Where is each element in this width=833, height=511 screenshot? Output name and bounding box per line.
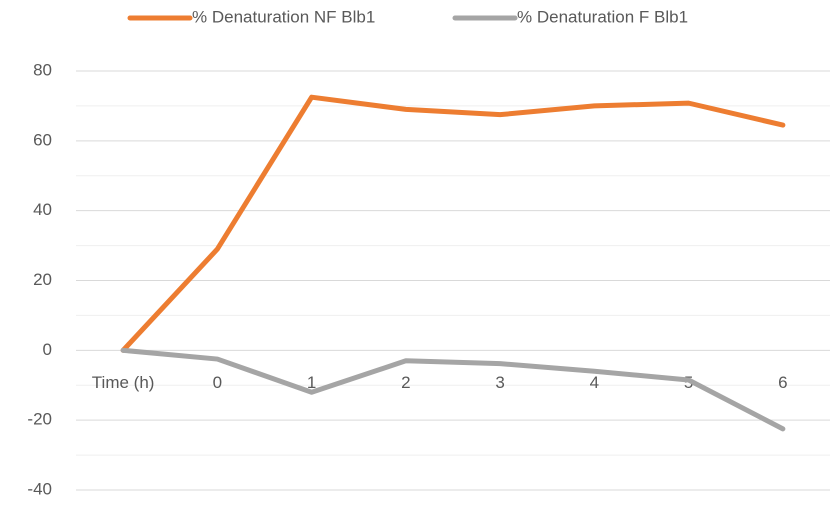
- y-tick-label: -20: [27, 410, 52, 429]
- y-tick-label: 60: [33, 130, 52, 149]
- series-line: [120, 347, 786, 432]
- x-tick-label: 4: [590, 373, 599, 392]
- y-tick-label: 80: [33, 60, 52, 79]
- y-tick-label: -40: [27, 479, 52, 498]
- y-tick-label: 0: [43, 340, 52, 359]
- x-tick-label: 6: [778, 373, 787, 392]
- x-tick-label: Time (h): [92, 373, 155, 392]
- x-tick-label: 0: [213, 373, 222, 392]
- y-tick-label: 40: [33, 200, 52, 219]
- x-tick-label: 3: [495, 373, 504, 392]
- y-tick-label: 20: [33, 270, 52, 289]
- x-tick-label: 1: [307, 373, 316, 392]
- legend-label: % Denaturation NF Blb1: [192, 7, 375, 26]
- x-tick-label: 2: [401, 373, 410, 392]
- legend-label: % Denaturation F Blb1: [517, 7, 688, 26]
- series-line: [120, 94, 786, 353]
